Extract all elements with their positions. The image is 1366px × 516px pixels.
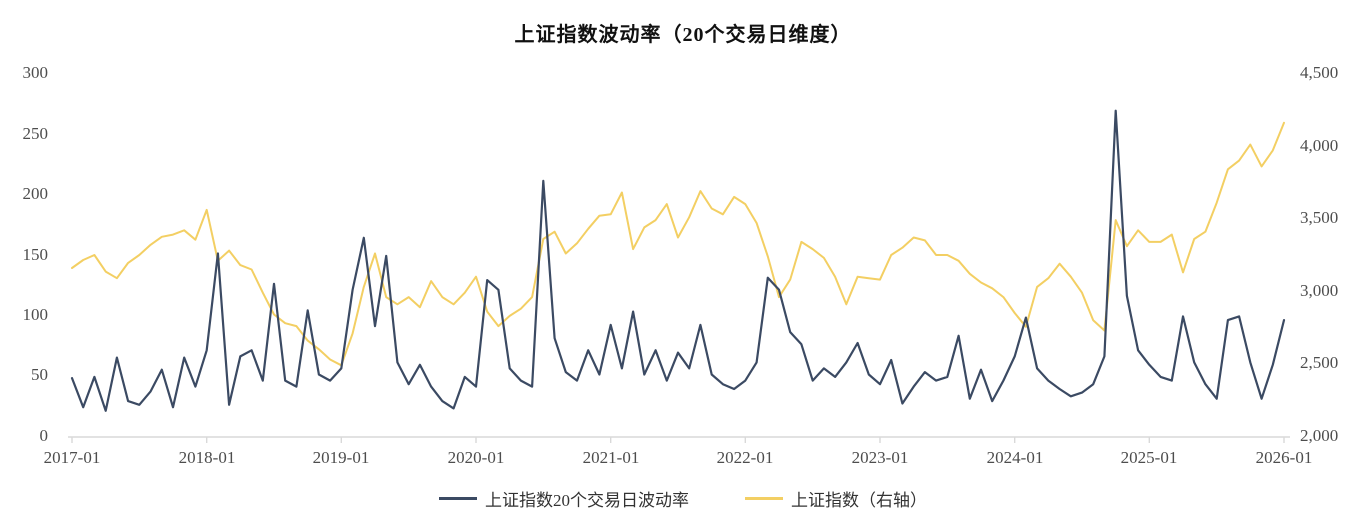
x-axis-tick: 2018-01 bbox=[178, 448, 236, 467]
x-axis-tick: 2024-01 bbox=[986, 448, 1044, 467]
left-axis-tick: 50 bbox=[31, 365, 48, 384]
right-axis-tick: 3,500 bbox=[1300, 208, 1339, 227]
right-axis-tick: 4,500 bbox=[1300, 63, 1339, 82]
x-axis-tick-marks bbox=[71, 437, 1285, 443]
chart-title: 上证指数波动率（20个交易日维度） bbox=[514, 24, 852, 46]
x-axis-tick: 2023-01 bbox=[851, 448, 909, 467]
legend-item-index: 上证指数（右轴） bbox=[745, 486, 927, 511]
sse-index-line bbox=[71, 121, 1285, 367]
left-axis-tick: 100 bbox=[22, 305, 49, 324]
x-axis-tick: 2021-01 bbox=[582, 448, 640, 467]
legend-label-index: 上证指数（右轴） bbox=[791, 491, 927, 510]
x-axis-tick: 2022-01 bbox=[716, 448, 774, 467]
chart-legend: 上证指数20个交易日波动率 上证指数（右轴） bbox=[0, 486, 1366, 511]
volatility-line-swatch bbox=[439, 497, 477, 500]
right-axis-tick: 2,500 bbox=[1300, 353, 1339, 372]
legend-label-volatility: 上证指数20个交易日波动率 bbox=[485, 491, 689, 510]
left-axis-tick: 200 bbox=[22, 184, 49, 203]
x-axis-tick: 2026-01 bbox=[1255, 448, 1313, 467]
volatility-line bbox=[70, 109, 1286, 412]
left-axis-tick: 300 bbox=[22, 63, 49, 82]
x-axis-tick: 2019-01 bbox=[312, 448, 370, 467]
right-axis-tick: 4,000 bbox=[1300, 136, 1339, 155]
x-axis-tick: 2020-01 bbox=[447, 448, 505, 467]
left-axis-tick: 0 bbox=[39, 426, 49, 445]
right-axis-tick: 2,000 bbox=[1300, 426, 1339, 445]
left-axis-tick: 150 bbox=[22, 245, 49, 264]
x-axis-tick: 2025-01 bbox=[1120, 448, 1178, 467]
index-line-swatch bbox=[745, 497, 783, 500]
x-axis-tick: 2017-01 bbox=[43, 448, 101, 467]
left-axis-tick: 250 bbox=[22, 124, 49, 143]
right-axis-tick: 3,000 bbox=[1300, 281, 1339, 300]
legend-item-volatility: 上证指数20个交易日波动率 bbox=[439, 486, 689, 511]
